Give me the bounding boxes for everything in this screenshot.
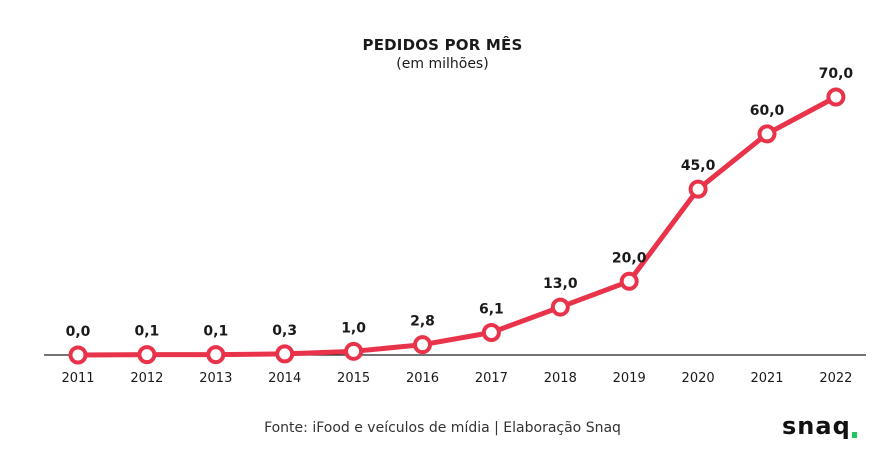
data-label: 20,0 (612, 250, 647, 266)
chart-title: PEDIDOS POR MÊS (362, 36, 523, 54)
data-label: 70,0 (819, 66, 854, 82)
data-label: 0,1 (203, 324, 228, 340)
logo-accent-mark (852, 432, 857, 438)
data-point (413, 335, 432, 355)
data-label: 45,0 (681, 158, 716, 174)
x-tick-label: 2021 (750, 371, 783, 386)
data-label: 2,8 (410, 314, 435, 330)
data-label: 0,0 (66, 324, 91, 340)
data-point (688, 179, 708, 199)
x-tick-label: 2016 (406, 371, 439, 386)
x-tick-label: 2018 (544, 371, 577, 386)
data-label: 0,3 (272, 323, 297, 339)
source-note: Fonte: iFood e veículos de mídia | Elabo… (264, 420, 621, 436)
data-label: 13,0 (543, 276, 578, 292)
data-point (275, 344, 295, 364)
chart-subtitle: (em milhões) (396, 56, 489, 72)
data-point (757, 124, 777, 144)
data-point (481, 323, 501, 343)
x-tick-label: 2019 (613, 371, 646, 386)
x-tick-label: 2022 (819, 371, 852, 386)
data-point (68, 345, 88, 365)
data-point (550, 297, 570, 317)
x-tick-label: 2014 (268, 371, 301, 386)
x-tick-label: 2011 (61, 371, 94, 386)
snaq-logo: snaq (782, 412, 851, 440)
series-line (75, 94, 839, 358)
data-point (206, 345, 226, 365)
data-label: 0,1 (134, 324, 159, 340)
x-tick-label: 2020 (682, 371, 715, 386)
x-tick-label: 2012 (130, 371, 163, 386)
data-point (619, 271, 639, 291)
data-label: 6,1 (479, 302, 504, 318)
x-tick-label: 2017 (475, 371, 508, 386)
x-tick-label: 2013 (199, 371, 232, 386)
x-tick-label: 2015 (337, 371, 370, 386)
data-point (826, 87, 846, 107)
data-label: 1,0 (341, 320, 366, 336)
data-point (137, 345, 157, 365)
data-point (344, 341, 364, 361)
data-label: 60,0 (750, 103, 785, 119)
